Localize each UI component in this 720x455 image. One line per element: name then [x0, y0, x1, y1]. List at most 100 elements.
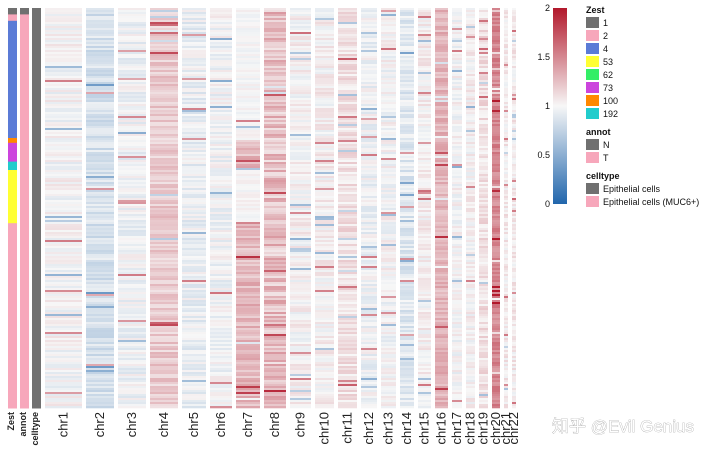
heatmap-cell	[338, 204, 357, 207]
heatmap-cell	[479, 204, 488, 207]
heatmap-cell	[466, 392, 475, 395]
heatmap-cell	[504, 8, 508, 11]
heatmap-cell	[45, 96, 82, 99]
heatmap-cell	[512, 206, 516, 209]
heatmap-cell	[150, 142, 178, 145]
heatmap-cell	[264, 306, 286, 309]
heatmap-cell	[210, 30, 232, 33]
heatmap-cell	[150, 8, 178, 11]
heatmap-cell	[479, 348, 488, 351]
heatmap-cell	[418, 36, 431, 39]
heatmap-cell	[45, 46, 82, 49]
heatmap-cell	[236, 74, 260, 77]
heatmap-cell	[45, 236, 82, 239]
heatmap-cell	[435, 310, 448, 313]
heatmap-cell	[418, 302, 431, 305]
heatmap-cell	[361, 250, 377, 253]
heatmap-cell	[45, 72, 82, 75]
heatmap-cell	[512, 248, 516, 251]
heatmap-cell	[118, 202, 146, 205]
heatmap-cell	[210, 102, 232, 105]
heatmap-cell	[435, 240, 448, 243]
heatmap-cell	[150, 148, 178, 151]
heatmap-cell	[264, 184, 286, 187]
heatmap-cell	[45, 306, 82, 309]
heatmap-cell	[381, 126, 396, 129]
heatmap-cell	[210, 108, 232, 111]
heatmap-cell	[236, 136, 260, 139]
heatmap-cell	[236, 330, 260, 333]
heatmap-cell	[86, 222, 114, 225]
heatmap-cell	[418, 110, 431, 113]
heatmap-cell	[210, 394, 232, 397]
heatmap-cell	[418, 10, 431, 13]
heatmap-cell	[86, 100, 114, 103]
heatmap-cell	[45, 156, 82, 159]
heatmap-cell	[236, 400, 260, 403]
heatmap-cell	[479, 118, 488, 121]
heatmap-cell	[45, 392, 82, 395]
heatmap-cell	[466, 384, 475, 387]
heatmap-cell	[182, 16, 206, 19]
heatmap-cell	[86, 250, 114, 253]
heatmap-cell	[361, 126, 377, 129]
heatmap-cell	[435, 44, 448, 47]
heatmap-cell	[452, 270, 462, 273]
heatmap-cell	[290, 348, 311, 351]
heatmap-cell	[435, 226, 448, 229]
heatmap-cell	[466, 234, 475, 237]
heatmap-cell	[236, 148, 260, 151]
heatmap-cell	[400, 336, 414, 339]
heatmap-cell	[338, 48, 357, 51]
heatmap-cell	[210, 106, 232, 109]
heatmap-cell	[400, 220, 414, 223]
heatmap-cell	[466, 108, 475, 111]
heatmap-cell	[466, 56, 475, 59]
heatmap-cell	[435, 162, 448, 165]
heatmap-cell	[118, 288, 146, 291]
heatmap-cell	[290, 176, 311, 179]
heatmap-cell	[315, 94, 334, 97]
heatmap-cell	[479, 154, 488, 157]
heatmap-cell	[210, 322, 232, 325]
heatmap-cell	[236, 280, 260, 283]
heatmap-cell	[150, 354, 178, 357]
heatmap-cell	[290, 262, 311, 265]
heatmap-cell	[45, 316, 82, 319]
heatmap-cell	[479, 178, 488, 181]
heatmap-cell	[381, 174, 396, 177]
heatmap-cell	[381, 190, 396, 193]
heatmap-cell	[381, 96, 396, 99]
heatmap-cell	[118, 352, 146, 355]
heatmap-cell	[479, 332, 488, 335]
heatmap-cell	[361, 308, 377, 311]
heatmap-cell	[150, 134, 178, 137]
heatmap-cell	[418, 130, 431, 133]
heatmap-cell	[452, 304, 462, 307]
heatmap-cell	[264, 102, 286, 105]
heatmap-cell	[315, 120, 334, 123]
heatmap-cell	[381, 230, 396, 233]
heatmap-cell	[150, 206, 178, 209]
heatmap-cell	[338, 282, 357, 285]
heatmap-cell	[479, 342, 488, 345]
heatmap-cell	[210, 376, 232, 379]
heatmap-cell	[264, 28, 286, 31]
heatmap-cell	[400, 350, 414, 353]
heatmap-cell	[338, 210, 357, 213]
heatmap-cell	[452, 328, 462, 331]
heatmap-cell	[45, 386, 82, 389]
heatmap-cell	[264, 332, 286, 335]
heatmap-cell	[210, 304, 232, 307]
heatmap-cell	[150, 286, 178, 289]
heatmap-cell	[504, 148, 508, 151]
heatmap-cell	[236, 370, 260, 373]
heatmap-cell	[118, 60, 146, 63]
heatmap-cell	[210, 292, 232, 295]
heatmap-cell	[504, 30, 508, 33]
heatmap-cell	[504, 78, 508, 81]
heatmap-cell	[466, 110, 475, 113]
heatmap-cell	[452, 176, 462, 179]
heatmap-cell	[86, 240, 114, 243]
heatmap-cell	[118, 350, 146, 353]
